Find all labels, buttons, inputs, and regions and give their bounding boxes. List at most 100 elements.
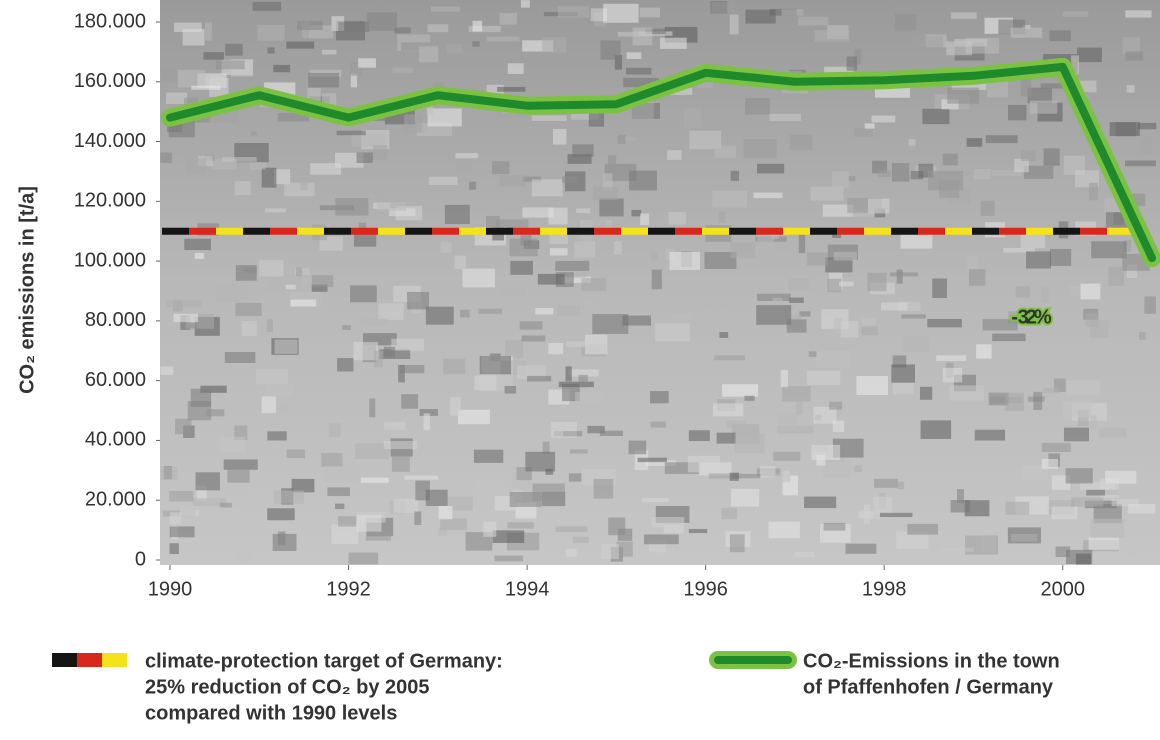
- photo-detail: [890, 272, 918, 277]
- photo-detail: [688, 528, 708, 534]
- photo-detail: [982, 319, 1018, 331]
- photo-detail: [265, 384, 294, 396]
- photo-detail: [745, 97, 770, 115]
- photo-detail: [777, 413, 798, 430]
- photo-detail: [721, 508, 738, 520]
- photo-detail: [438, 527, 448, 536]
- photo-detail: [419, 409, 438, 416]
- photo-detail: [336, 130, 366, 136]
- photo-detail: [729, 534, 745, 553]
- photo-detail: [355, 443, 390, 460]
- photo-detail: [1043, 148, 1060, 166]
- photo-detail: [1041, 442, 1071, 453]
- photo-detail: [757, 293, 791, 302]
- y-tick-label: 140.000: [74, 130, 146, 152]
- photo-detail: [832, 420, 845, 432]
- photo-detail: [428, 176, 458, 186]
- photo-detail: [491, 161, 510, 175]
- photo-detail: [335, 152, 364, 168]
- photo-detail: [732, 473, 761, 479]
- photo-detail: [535, 308, 554, 315]
- x-tick-label: 1990: [148, 578, 193, 600]
- photo-detail: [160, 366, 174, 375]
- photo-detail: [190, 388, 212, 407]
- photo-detail: [729, 472, 739, 481]
- photo-detail: [811, 444, 841, 461]
- photo-detail: [1027, 87, 1052, 104]
- photo-detail: [1125, 51, 1144, 61]
- photo-detail: [321, 452, 343, 467]
- photo-detail: [557, 6, 590, 18]
- photo-detail: [730, 170, 739, 181]
- y-tick-label: 20.000: [85, 489, 146, 511]
- photo-detail: [565, 273, 587, 278]
- photo-detail: [548, 342, 564, 355]
- photo-detail: [788, 297, 804, 303]
- photo-detail: [861, 326, 878, 336]
- photo-detail: [941, 99, 959, 110]
- photo-detail: [531, 179, 563, 197]
- photo-detail: [1125, 10, 1152, 18]
- photo-detail: [425, 306, 454, 325]
- photo-detail: [234, 181, 251, 196]
- photo-detail: [196, 485, 207, 501]
- photo-detail: [1105, 470, 1137, 484]
- photo-detail: [745, 9, 776, 24]
- photo-detail: [687, 455, 721, 473]
- y-axis-label: CO₂ emissions in [t/a]: [16, 186, 38, 394]
- photo-detail: [261, 167, 277, 188]
- photo-detail: [160, 466, 178, 480]
- photo-detail: [1051, 506, 1078, 520]
- photo-detail: [469, 181, 477, 190]
- photo-detail: [891, 364, 916, 383]
- photo-detail: [1066, 380, 1101, 396]
- photo-detail: [601, 544, 619, 560]
- photo-detail: [426, 101, 433, 115]
- photo-detail: [252, 1, 282, 11]
- photo-detail: [300, 178, 308, 191]
- photo-detail: [250, 131, 257, 136]
- photo-detail: [804, 496, 837, 509]
- photo-detail: [1126, 84, 1135, 93]
- photo-detail: [378, 303, 404, 320]
- photo-detail: [753, 192, 783, 199]
- photo-detail: [898, 301, 921, 311]
- photo-detail: [1111, 499, 1140, 507]
- photo-detail: [200, 385, 227, 393]
- photo-detail: [810, 186, 844, 201]
- photo-detail: [716, 432, 736, 444]
- photo-detail: [568, 473, 582, 482]
- photo-detail: [565, 366, 572, 382]
- photo-detail: [273, 64, 291, 73]
- photo-detail: [902, 335, 930, 353]
- photo-detail: [911, 35, 944, 48]
- x-tick-label: 1992: [326, 578, 371, 600]
- photo-detail: [373, 350, 383, 368]
- photo-detail: [572, 536, 589, 544]
- photo-detail: [864, 123, 875, 129]
- photo-detail: [342, 325, 351, 330]
- photo-detail: [1040, 83, 1069, 89]
- photo-detail: [744, 395, 755, 401]
- photo-detail: [640, 213, 650, 226]
- photo-detail: [335, 503, 345, 510]
- photo-detail: [664, 462, 701, 474]
- photo-detail: [769, 113, 801, 122]
- photo-detail: [798, 16, 829, 26]
- photo-detail: [823, 459, 851, 479]
- photo-detail: [1022, 24, 1031, 29]
- photo-detail: [622, 315, 651, 326]
- photo-detail: [833, 318, 843, 334]
- photo-detail: [773, 451, 801, 461]
- photo-detail: [1113, 212, 1124, 225]
- photo-detail: [786, 319, 807, 333]
- photo-detail: [369, 398, 376, 418]
- photo-detail: [558, 381, 594, 388]
- photo-texture: [160, 0, 1157, 565]
- photo-detail: [161, 218, 170, 230]
- photo-detail: [949, 385, 984, 401]
- photo-detail: [645, 28, 666, 35]
- photo-detail: [942, 153, 958, 166]
- photo-detail: [307, 87, 321, 101]
- photo-detail: [474, 375, 497, 391]
